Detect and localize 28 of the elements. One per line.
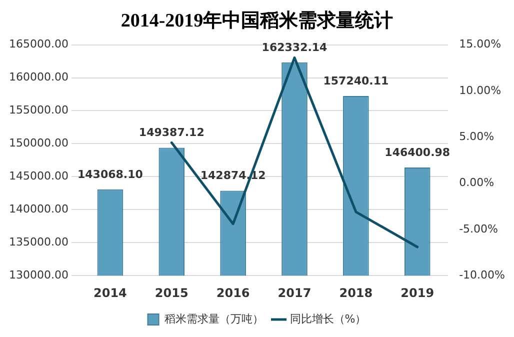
y-tick-label: 135000.00 <box>8 235 68 248</box>
x-tick-label: 2014 <box>94 286 127 300</box>
y2-tick-label: 0.00% <box>459 176 494 190</box>
y2-tick-label: 5.00% <box>459 130 494 143</box>
data-label: 149387.12 <box>138 126 204 140</box>
y-tick-label: 160000.00 <box>8 70 68 84</box>
data-label: 143068.10 <box>77 168 144 181</box>
y2-tick-label: 10.00% <box>459 84 502 97</box>
y-tick-label: 130000.00 <box>8 268 68 282</box>
x-tick-label: 2017 <box>278 286 312 300</box>
legend-label: 稻米需求量（万吨） <box>164 312 264 326</box>
y-tick-label: 150000.00 <box>8 136 68 150</box>
y-tick-label: 155000.00 <box>8 104 68 117</box>
y-tick-label: 165000.00 <box>8 38 68 51</box>
data-label: 146400.98 <box>384 146 450 159</box>
y2-tick-label: -10.00% <box>459 268 506 282</box>
legend-label: 同比增长（%） <box>290 312 366 326</box>
y2-tick-label: -5.00% <box>459 222 498 236</box>
x-tick-label: 2016 <box>216 286 250 300</box>
y-tick-label: 140000.00 <box>8 202 68 216</box>
x-tick-label: 2015 <box>154 286 188 300</box>
y-tick-label: 145000.00 <box>8 170 68 183</box>
chart-title: 2014-2019年中国稻米需求量统计 <box>120 9 394 32</box>
y2-tick-label: 15.00% <box>459 38 502 51</box>
data-label: 157240.11 <box>323 74 389 88</box>
x-tick-label: 2019 <box>400 286 434 300</box>
x-tick-label: 2018 <box>339 286 373 300</box>
data-label: 162332.14 <box>262 40 328 54</box>
